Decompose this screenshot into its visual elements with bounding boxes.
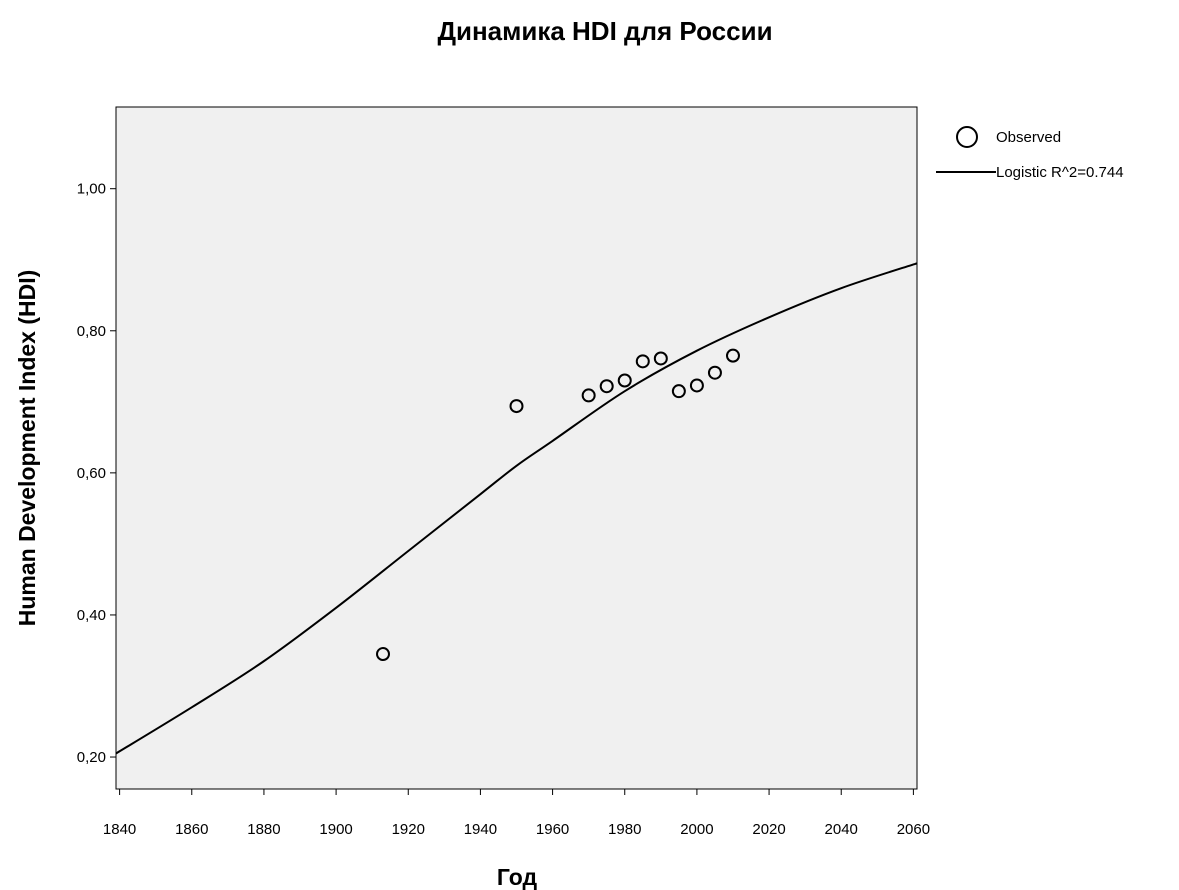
observed-point — [653, 351, 668, 366]
legend-logistic-label: Logistic R^2=0.744 — [996, 164, 1124, 181]
y-tick-label: 0,20 — [77, 749, 106, 766]
observed-point — [635, 354, 650, 369]
y-tick-label: 0,80 — [77, 323, 106, 340]
x-tick-label: 1980 — [608, 821, 641, 838]
series-layer — [115, 262, 918, 755]
logistic-fit-line — [115, 262, 918, 755]
plot-area — [115, 106, 918, 790]
x-tick-label: 2000 — [680, 821, 713, 838]
x-tick-label: 1880 — [247, 821, 280, 838]
observed-point — [376, 647, 390, 662]
x-tick-label: 2060 — [897, 821, 930, 838]
x-tick-label: 1920 — [392, 821, 425, 838]
x-tick-label: 1960 — [536, 821, 569, 838]
x-axis-title: Год — [497, 864, 538, 890]
x-tick-label: 1940 — [464, 821, 497, 838]
observed-point — [689, 378, 704, 393]
observed-point — [707, 365, 722, 380]
y-axis-title: Human Development Index (HDI) — [14, 270, 40, 627]
x-tick-label: 1860 — [175, 821, 208, 838]
y-axis: 0,20 0,40 0,60 0,80 1,00 — [77, 181, 116, 766]
x-tick-label: 2040 — [825, 821, 858, 838]
x-axis: 1840 1860 1880 1900 1920 1940 1960 1980 2000 2020… — [103, 789, 930, 838]
y-tick-label: 0,60 — [77, 465, 106, 482]
legend-observed-marker — [956, 126, 978, 148]
observed-point — [671, 384, 686, 399]
observed-point — [725, 348, 740, 363]
x-tick-label: 2020 — [752, 821, 785, 838]
legend-observed-label: Observed — [996, 129, 1061, 146]
y-tick-label: 0,40 — [77, 607, 106, 624]
observed-point — [581, 388, 596, 403]
y-tick-label: 1,00 — [77, 181, 106, 198]
chart-title: Динамика HDI для России — [437, 16, 772, 46]
legend: Observed Logistic R^2=0.744 — [936, 126, 1124, 181]
x-tick-label: 1900 — [319, 821, 352, 838]
observed-point — [617, 373, 632, 388]
x-tick-label: 1840 — [103, 821, 136, 838]
observed-point — [599, 379, 614, 394]
observed-point — [509, 399, 524, 414]
